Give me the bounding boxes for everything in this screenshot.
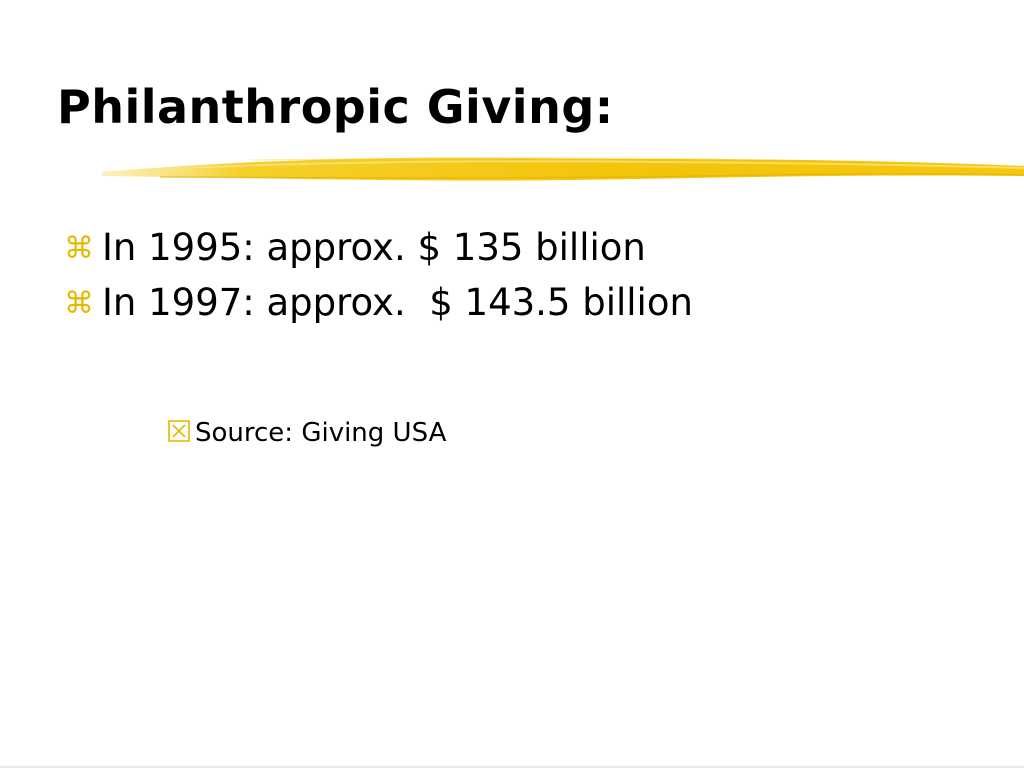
bullet-list: ⌘ In 1995: approx. $ 135 billion ⌘ In 1997… [64, 222, 693, 332]
highlighter-stroke [102, 157, 1024, 181]
sub-bullet-text: Source: Giving USA [195, 418, 447, 448]
sub-bullet-item: Source: Giving USA [168, 415, 446, 451]
bullet-item: ⌘ In 1997: approx. $ 143.5 billion [64, 277, 693, 332]
command-key-icon: ⌘ [64, 286, 94, 321]
bullet-text: In 1997: approx. $ 143.5 billion [102, 281, 693, 324]
bullet-item: ⌘ In 1995: approx. $ 135 billion [64, 222, 693, 277]
slide-title: Philanthropic Giving: [57, 80, 614, 134]
bullet-text: In 1995: approx. $ 135 billion [102, 226, 646, 269]
command-key-icon: ⌘ [64, 231, 94, 266]
x-box-icon [168, 420, 190, 442]
slide-bottom-border [0, 766, 1024, 768]
